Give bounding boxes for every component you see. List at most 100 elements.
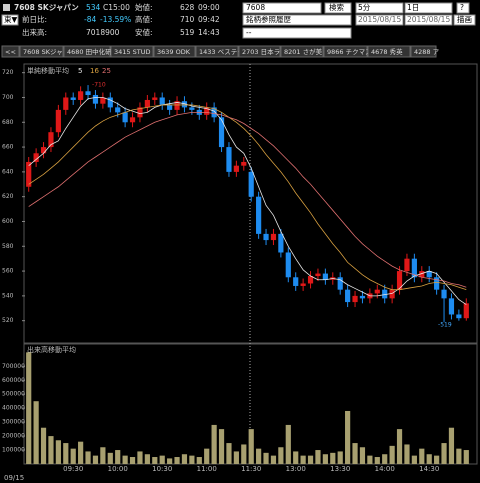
y-tick-label: 520: [2, 317, 14, 324]
low: 519: [180, 28, 195, 37]
y-tick-label: 620: [2, 193, 14, 200]
tab-label[interactable]: 8201 さが美: [284, 47, 323, 56]
candle-body: [241, 161, 247, 166]
help[interactable]: ?: [460, 3, 464, 12]
high-time: 09:42: [198, 15, 220, 24]
moving-average: [28, 111, 467, 288]
tab[interactable]: [367, 45, 411, 58]
volume-bar: [248, 429, 254, 464]
tab[interactable]: [1, 45, 20, 58]
volume-bar: [144, 454, 150, 464]
change-pct: -13.59%: [100, 15, 131, 24]
low-label: 安値:: [135, 27, 153, 37]
volume-bar: [40, 427, 47, 464]
tab[interactable]: [280, 45, 324, 58]
tab-label[interactable]: 3639 ODK: [157, 48, 191, 56]
low-time: 14:43: [198, 28, 220, 37]
tab-label[interactable]: <<: [5, 48, 16, 56]
tab[interactable]: [153, 45, 196, 58]
candle-body: [211, 107, 217, 118]
date-to-input[interactable]: [404, 14, 453, 26]
candle-body: [55, 109, 61, 133]
y-tick-label: 560: [2, 268, 14, 275]
tab-label[interactable]: 1433 ベステラ: [199, 48, 244, 56]
volume-bar: [337, 451, 343, 464]
volume-bar: [389, 445, 395, 464]
tab-label[interactable]: 3415 STUD: [114, 48, 150, 56]
volume-bar: [441, 443, 447, 464]
code-value[interactable]: 7608: [246, 3, 265, 12]
date-to[interactable]: 2015/08/15: [407, 15, 450, 24]
draw-button[interactable]: [453, 14, 476, 26]
candle-body: [293, 277, 299, 286]
market-select[interactable]: [1, 14, 19, 26]
volume-bar: [448, 427, 455, 464]
interval[interactable]: 5分: [358, 3, 371, 12]
tab[interactable]: [323, 45, 368, 58]
y-tick-label: 700000: [2, 363, 25, 370]
y-tick-label: 100000: [2, 447, 25, 454]
period[interactable]: 1日: [407, 3, 419, 12]
tab[interactable]: [63, 45, 111, 58]
candle-body: [122, 112, 128, 123]
candle-body: [411, 258, 417, 278]
candle-body: [374, 289, 380, 294]
y-tick-label: 400000: [2, 405, 25, 412]
code-input[interactable]: [242, 2, 322, 14]
tab[interactable]: [110, 45, 154, 58]
tab-label[interactable]: 9866 チクマス: [327, 48, 372, 56]
volume-bar: [434, 455, 440, 464]
tab[interactable]: [19, 45, 64, 58]
candle-body: [226, 147, 232, 172]
volume-bar: [345, 410, 351, 464]
volume-bar: [374, 457, 380, 464]
search-label[interactable]: 検索: [329, 2, 344, 12]
candle-body: [463, 303, 469, 319]
volume-bar: [307, 455, 314, 464]
high-annotation: -710: [92, 82, 106, 89]
help-button[interactable]: [456, 2, 470, 14]
volume-bar: [456, 448, 462, 464]
candle-body: [441, 289, 447, 299]
volume-bar: [218, 429, 225, 464]
period-select[interactable]: [404, 2, 453, 14]
market[interactable]: 東▼: [4, 14, 17, 24]
candle-body: [434, 277, 440, 290]
candle-body: [26, 161, 32, 187]
tab-label[interactable]: 4678 秀英: [371, 47, 403, 56]
draw-label[interactable]: 描画: [457, 14, 472, 24]
tab-label[interactable]: 2703 日本ラ: [242, 47, 280, 56]
blank-select[interactable]: [242, 27, 352, 39]
search-button[interactable]: [324, 2, 352, 14]
volume-bar: [419, 448, 425, 464]
volume-bar: [137, 451, 143, 464]
tab[interactable]: [195, 45, 239, 58]
blank[interactable]: --: [246, 28, 252, 37]
candle-body: [396, 271, 403, 290]
open: 628: [180, 3, 195, 12]
tab[interactable]: [238, 45, 281, 58]
volume-bar: [181, 454, 188, 464]
date-from[interactable]: 2015/08/15: [358, 15, 401, 24]
date-from-input[interactable]: [355, 14, 404, 26]
volume-bar: [382, 454, 388, 464]
tab-label[interactable]: 4680 田中化研: [67, 47, 112, 56]
volume-bar: [226, 443, 232, 464]
tab[interactable]: [410, 45, 437, 58]
candle-body: [85, 91, 91, 95]
ma-legend-entry: 5: [78, 67, 82, 75]
y-tick-label: 640: [2, 168, 14, 175]
history-select[interactable]: [242, 14, 352, 26]
interval-select[interactable]: [355, 2, 404, 14]
history[interactable]: 銘柄参照履歴: [246, 14, 291, 24]
volume-bar: [241, 444, 247, 464]
tab-label[interactable]: 7608 SKジャ: [23, 48, 63, 56]
open-label: 始値:: [135, 2, 153, 12]
tab-label[interactable]: 4288 ア: [414, 48, 440, 56]
volume-bar: [107, 452, 113, 464]
volume-bar: [122, 455, 128, 464]
y-tick-label: 300000: [2, 419, 25, 426]
candle-body: [352, 295, 358, 303]
candle-body: [144, 99, 150, 108]
y-tick-label: 540: [2, 292, 14, 299]
